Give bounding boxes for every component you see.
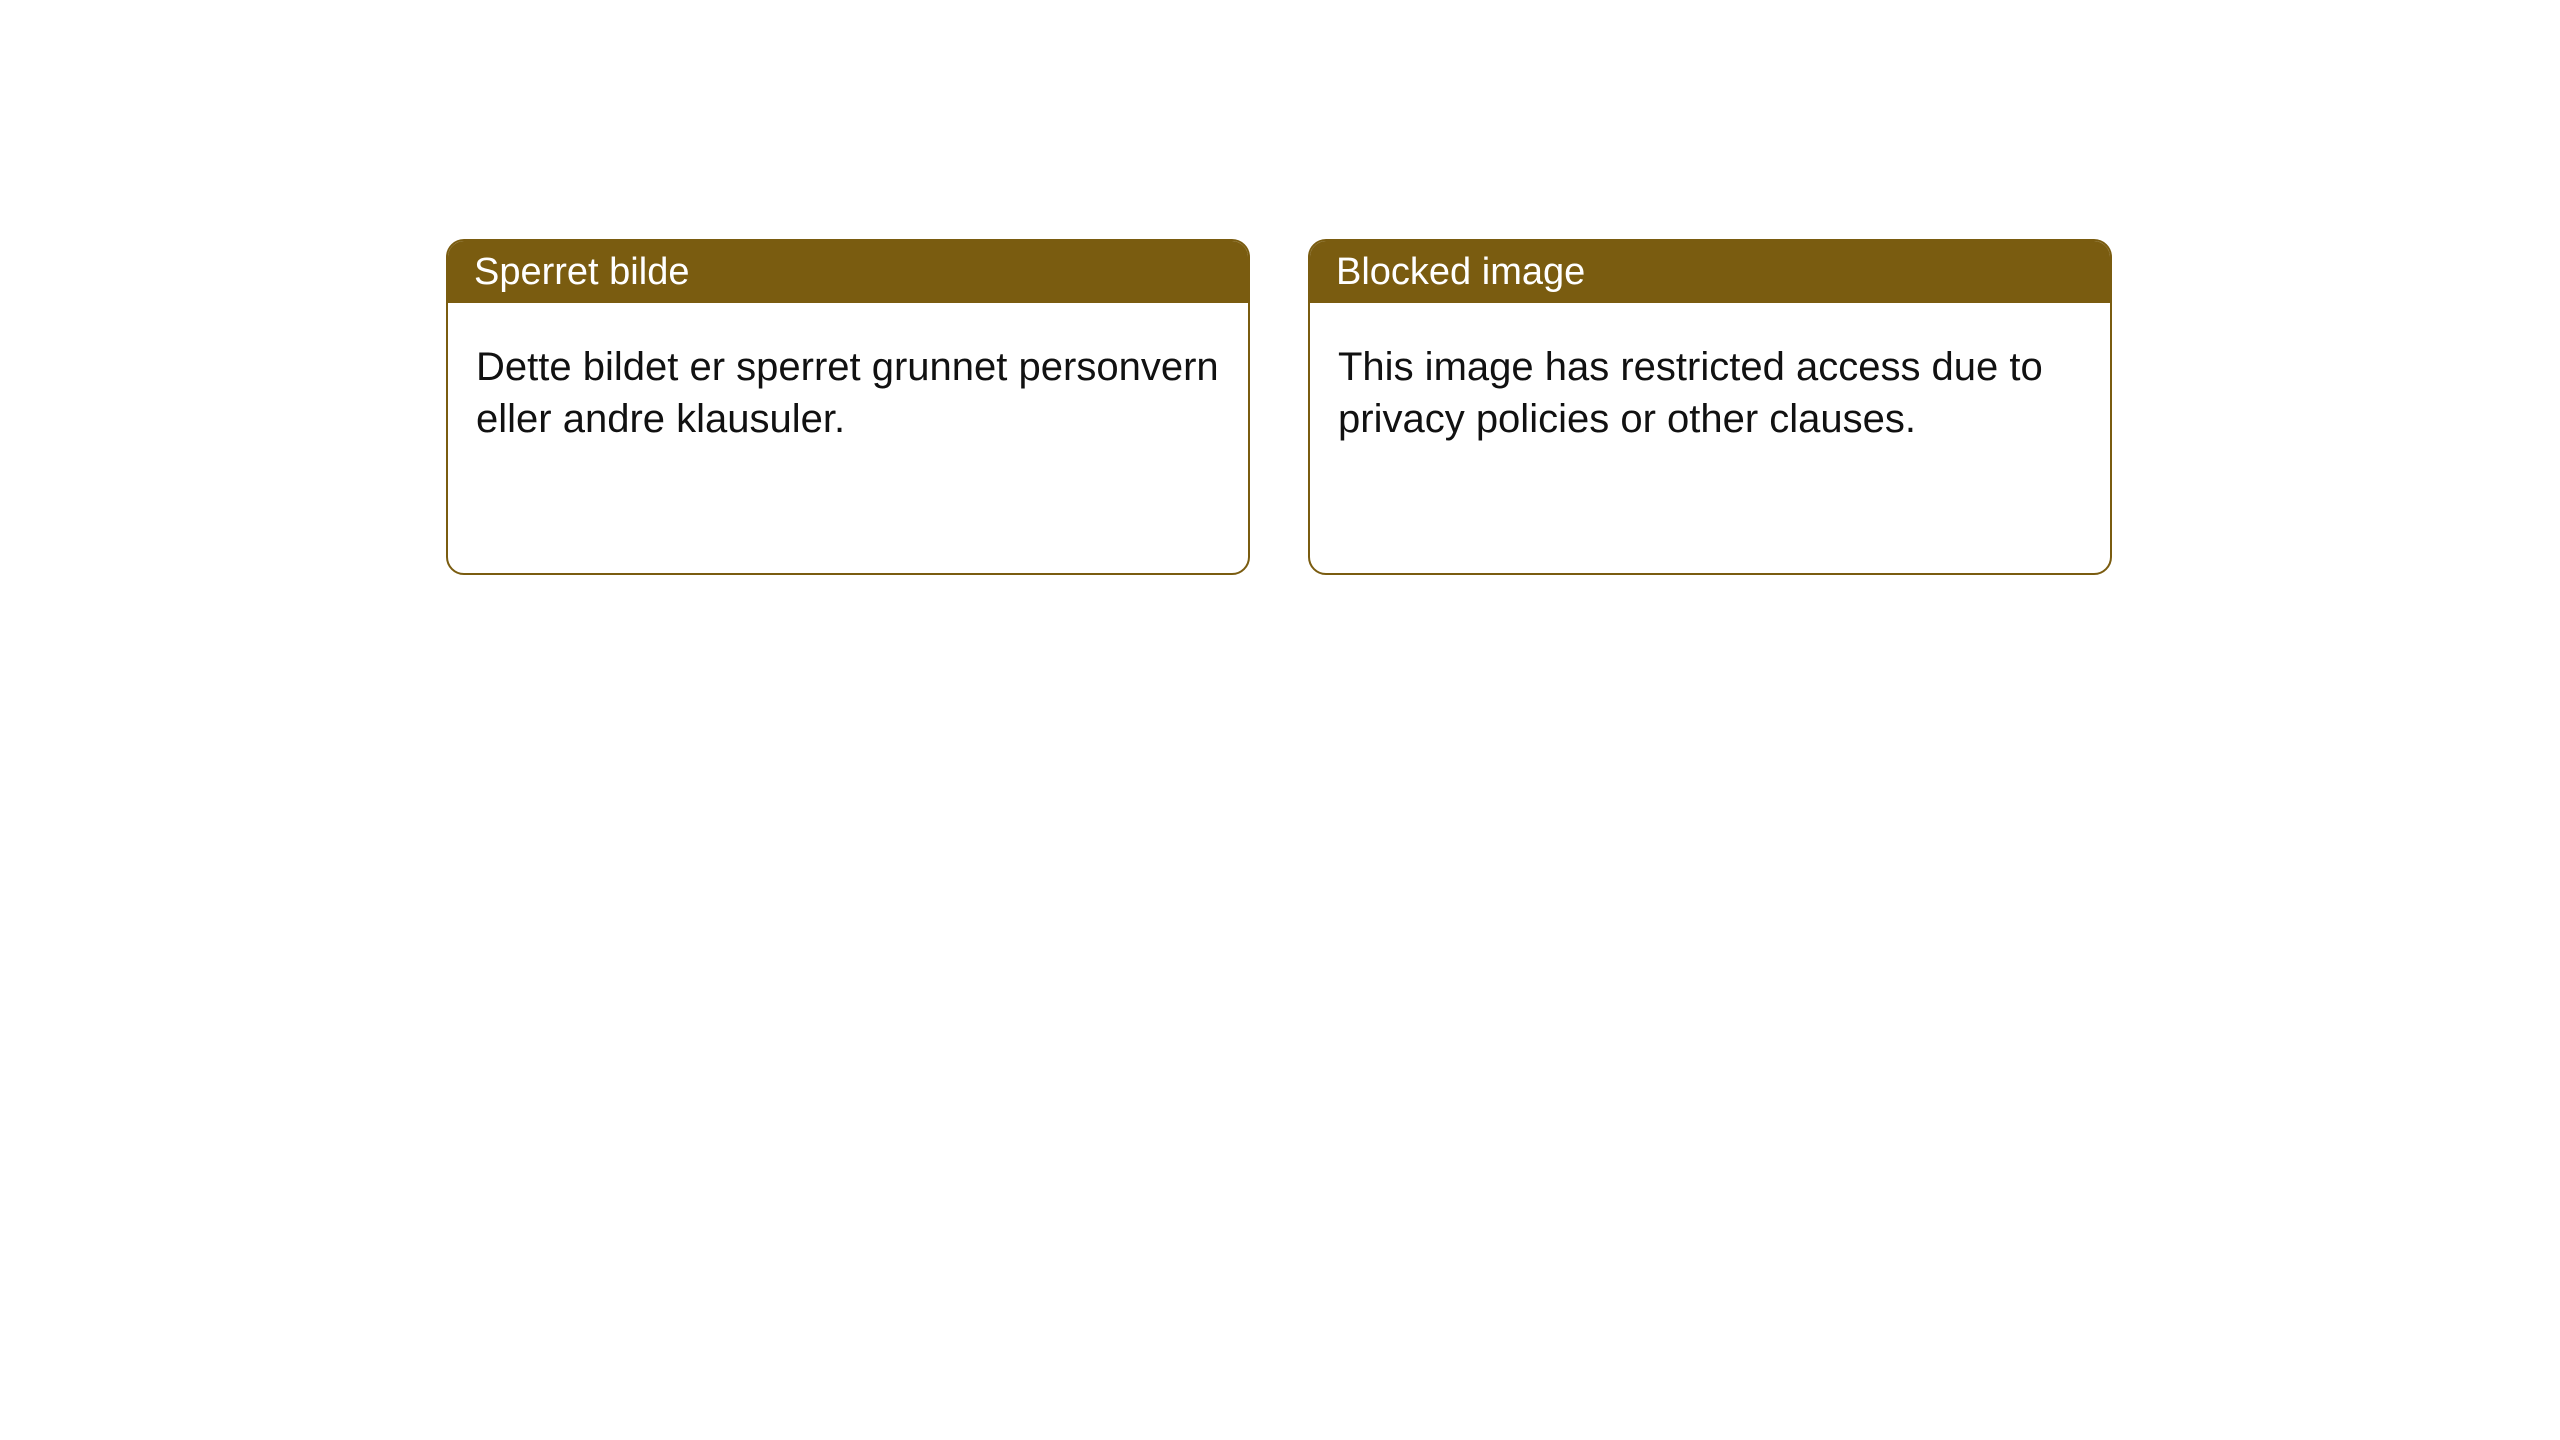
notice-header: Blocked image	[1310, 241, 2110, 303]
notice-title: Blocked image	[1336, 251, 1585, 294]
notice-body: Dette bildet er sperret grunnet personve…	[448, 303, 1248, 483]
notice-card-norwegian: Sperret bilde Dette bildet er sperret gr…	[446, 239, 1250, 575]
notice-card-english: Blocked image This image has restricted …	[1308, 239, 2112, 575]
notice-text: Dette bildet er sperret grunnet personve…	[476, 345, 1219, 441]
notice-title: Sperret bilde	[474, 251, 689, 294]
notice-text: This image has restricted access due to …	[1338, 345, 2043, 441]
notice-header: Sperret bilde	[448, 241, 1248, 303]
notice-container: Sperret bilde Dette bildet er sperret gr…	[0, 0, 2560, 575]
notice-body: This image has restricted access due to …	[1310, 303, 2110, 483]
